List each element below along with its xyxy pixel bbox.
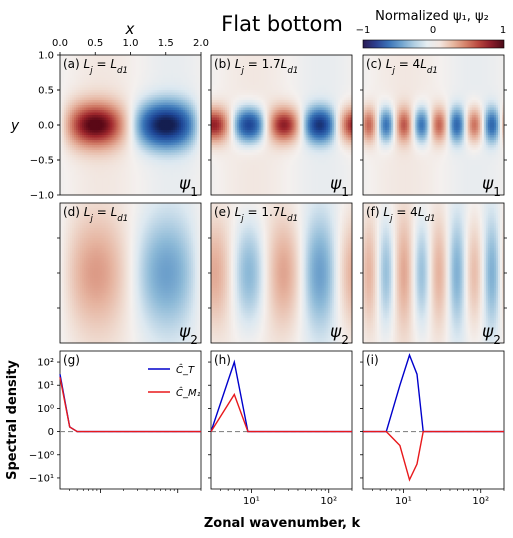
label-sub: d1 (117, 66, 128, 76)
label-text: = (93, 57, 111, 71)
label-var: L (110, 57, 117, 71)
label-var: L (84, 57, 91, 71)
field-symbol-index: 1 (190, 185, 198, 199)
label-text: (a) (63, 57, 84, 71)
field-symbol-psi: ψ (179, 174, 191, 194)
